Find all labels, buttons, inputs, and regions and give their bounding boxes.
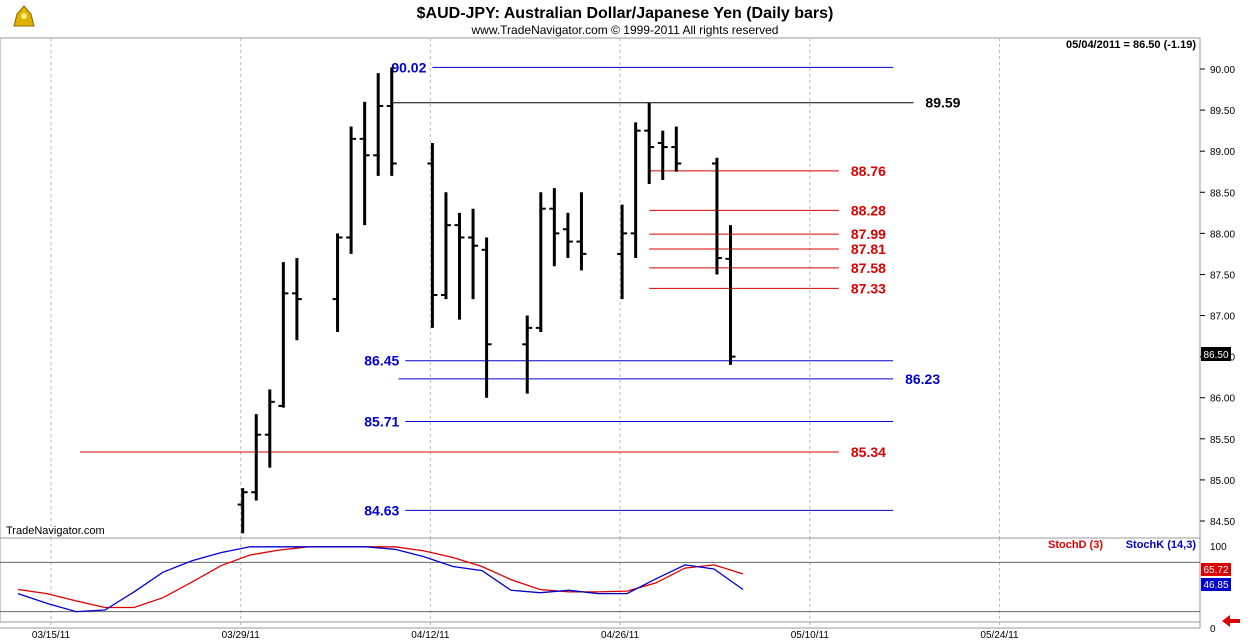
level-label: 88.28: [851, 202, 886, 218]
date-tick-label: 03/15/11: [32, 630, 71, 641]
price-tick-label: 88.50: [1210, 188, 1235, 199]
level-label: 87.81: [851, 241, 886, 257]
ohlc-bar: [562, 212, 573, 259]
chart-title: $AUD-JPY: Australian Dollar/Japanese Yen…: [417, 5, 834, 22]
price-tick-label: 89.00: [1210, 147, 1235, 158]
ohlc-bar: [346, 126, 357, 254]
stoch-tick-label: 0: [1210, 624, 1216, 635]
last-quote-text: 05/04/2011 = 86.50 (-1.19): [1066, 39, 1196, 51]
stochastic-panel: StochD (3) StochK (14,3) 65.72 46.85: [0, 537, 1231, 628]
copyright-text: www.TradeNavigator.com © 1999-2011 All r…: [471, 23, 779, 37]
ohlc-bar: [237, 488, 248, 534]
ohlc-bar: [468, 208, 479, 300]
price-tick-label: 89.50: [1210, 106, 1235, 117]
ohlc-bar: [278, 262, 289, 408]
ohlc-bar: [386, 67, 397, 176]
price-axis: 90.00 89.50 89.00 88.50 88.00 87.50 87.00 86.50…: [1199, 38, 1235, 635]
vertical-gridlines: [50, 38, 1000, 538]
level-label: 90.02: [391, 59, 426, 75]
price-tick-label: 88.00: [1210, 229, 1235, 240]
last-price-label: 86.50: [1203, 350, 1228, 361]
level-label: 88.76: [851, 163, 886, 179]
ohlc-bar: [427, 142, 438, 328]
ohlc-bar: [332, 233, 343, 332]
stoch-series-line: [17, 546, 744, 609]
stochastic-lines: [0, 546, 1200, 613]
price-tick-label: 85.00: [1210, 476, 1235, 487]
date-tick-label: 05/24/11: [980, 630, 1019, 641]
stochd-value-tag: 65.72: [1201, 563, 1231, 576]
ohlc-bar: [373, 73, 384, 176]
level-label: 89.59: [925, 95, 960, 111]
ohlc-bar: [264, 389, 275, 468]
ohlc-bar: [711, 157, 722, 275]
ohlc-bar: [549, 188, 560, 267]
date-tick-label: 04/26/11: [601, 630, 640, 641]
price-tick-label: 84.50: [1210, 517, 1235, 528]
level-label: 86.45: [364, 353, 399, 369]
ohlc-bar: [576, 192, 587, 271]
stochk-legend: StochK (14,3): [1126, 539, 1197, 551]
level-label: 84.63: [364, 502, 399, 518]
stochk-last-value: 46.85: [1203, 580, 1228, 591]
ohlc-bar: [454, 212, 465, 320]
level-label: 85.71: [364, 414, 399, 430]
stoch-tick-label: 100: [1210, 542, 1227, 553]
ohlc-bar: [671, 126, 682, 172]
date-tick-label: 04/12/11: [411, 630, 450, 641]
level-label: 87.33: [851, 280, 886, 296]
ohlc-bar: [630, 122, 641, 259]
ohlc-bar: [644, 102, 655, 185]
ohlc-bar: [535, 192, 546, 332]
date-tick-label: 03/29/11: [222, 630, 261, 641]
date-axis: 03/15/11 03/29/11 04/12/11 04/26/11 05/10/11…: [0, 627, 1200, 641]
ohlc-bar: [617, 204, 628, 300]
ohlc-bar: [481, 237, 492, 398]
stochk-value-tag: 46.85: [1201, 578, 1231, 591]
date-tick-label: 05/10/11: [791, 630, 830, 641]
level-label: 87.99: [851, 226, 886, 242]
ohlc-bar: [291, 258, 302, 341]
price-bars: [237, 67, 736, 534]
price-tick-label: 90.00: [1210, 65, 1235, 76]
ohlc-bar: [725, 225, 736, 365]
price-tick-label: 87.50: [1210, 270, 1235, 281]
stochd-last-value: 65.72: [1203, 565, 1228, 576]
watermark-text: TradeNavigator.com: [6, 525, 105, 537]
ohlc-bar: [440, 192, 451, 300]
level-label: 87.58: [851, 260, 886, 276]
ohlc-bar: [657, 130, 668, 180]
level-label: 86.23: [905, 371, 940, 387]
ohlc-bar: [251, 414, 262, 501]
price-tick-label: 86.00: [1210, 394, 1235, 405]
scroll-left-arrow-icon[interactable]: [1222, 615, 1240, 627]
trade-navigator-logo-icon: [10, 4, 38, 30]
last-price-tag: 86.50: [1201, 347, 1231, 361]
ohlc-bar: [359, 101, 370, 226]
stochd-legend: StochD (3): [1048, 539, 1103, 551]
stoch-gridlines: [50, 538, 1000, 628]
stoch-series-line: [17, 546, 744, 613]
price-tick-label: 85.50: [1210, 435, 1235, 446]
level-label: 85.34: [851, 444, 886, 460]
ohlc-bar: [522, 315, 533, 394]
price-tick-label: 87.00: [1210, 312, 1235, 323]
